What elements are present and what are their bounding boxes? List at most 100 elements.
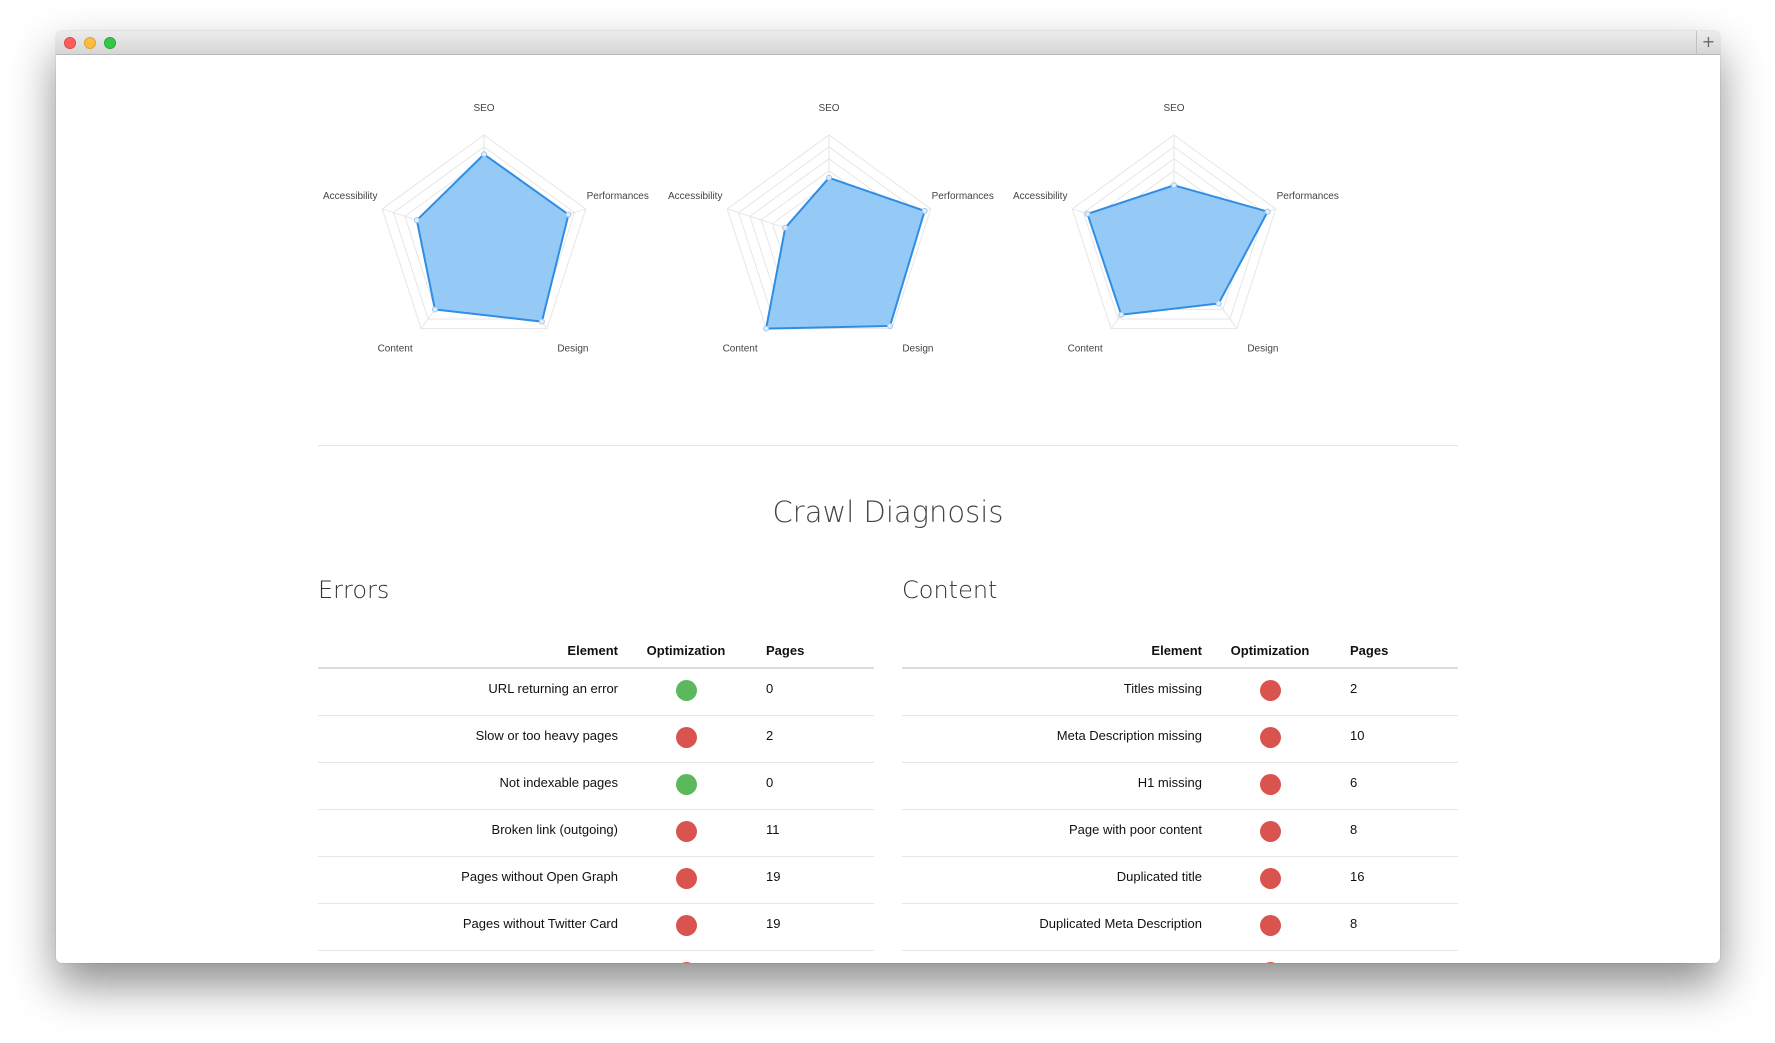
radar-axis-label: SEO: [818, 103, 839, 114]
content-table-body: Titles missing 2 Meta Description missing 1…: [902, 669, 1458, 963]
radar-data-point: [921, 207, 928, 214]
radar-axis-label: SEO: [473, 103, 494, 114]
close-window-button[interactable]: [64, 37, 76, 49]
row-pages: 8: [1336, 963, 1458, 964]
row-element: URL returning an error: [488, 680, 618, 696]
errors-table-body: URL returning an error 0 Slow or too heavy…: [318, 669, 874, 963]
radar-axis-label: SEO: [1163, 103, 1184, 114]
table-row: URL returning an error 0: [318, 669, 874, 716]
row-pages: 0: [766, 774, 774, 790]
radar-data-point: [887, 322, 894, 329]
row-pages: 96: [752, 963, 874, 964]
radar-data-point: [1084, 210, 1091, 217]
section-title: Crawl Diagnosis: [772, 495, 1004, 529]
row-element: Page with poor content: [1069, 821, 1202, 837]
radar-axis-label: Performances: [932, 191, 994, 202]
table-row: Duplicated title 16: [902, 857, 1458, 904]
radar-data-area: [415, 152, 570, 323]
row-pages: 16: [1350, 868, 1365, 884]
status-indicator: [1259, 680, 1281, 701]
radar-grid-ring: [381, 134, 587, 330]
radar-axis-label: Accessibility: [1013, 191, 1067, 202]
row-element: Duplicated h1: [902, 963, 1204, 964]
row-pages: 0: [766, 680, 774, 696]
row-pages: 2: [1350, 680, 1358, 696]
radar-data-point: [565, 211, 572, 218]
zoom-window-button[interactable]: [104, 37, 116, 49]
radar-axis-label: Accessibility: [323, 191, 377, 202]
radar-axis-label: Content: [378, 344, 413, 355]
row-element: Duplicated Meta Description: [1039, 915, 1202, 931]
table-row: Page with poor content 8: [902, 810, 1458, 857]
radar-grid-ring: [1082, 146, 1266, 320]
row-element: H1 missing: [1137, 774, 1202, 790]
status-indicator: [675, 821, 697, 842]
status-indicator: [1259, 821, 1281, 842]
errors-col-element: Element: [567, 642, 618, 658]
page-content: SEO Performances Design Content Accessibilit…: [56, 55, 1720, 963]
new-tab-button[interactable]: +: [1696, 31, 1720, 55]
row-optimization: [620, 680, 752, 704]
radar-data-point: [1171, 182, 1177, 189]
radar-grid-ring: [1071, 134, 1277, 330]
row-element: Pages without image description: [318, 963, 620, 964]
content-col-optimization: Optimization: [1230, 642, 1310, 658]
browser-window: + SEO Performances Design Content Accessibil…: [56, 31, 1720, 963]
title-bar: +: [56, 31, 1720, 55]
status-indicator: [1259, 915, 1281, 936]
table-row: Duplicated h1 8: [902, 951, 1458, 963]
row-optimization: [620, 915, 752, 939]
row-pages: 8: [1350, 915, 1358, 931]
row-optimization: [620, 962, 752, 963]
radar-axis-label: Performances: [1277, 191, 1339, 202]
row-pages: 19: [766, 915, 781, 931]
row-element: Pages without Twitter Card: [462, 915, 618, 931]
row-optimization: [1204, 962, 1336, 963]
content-heading: Content: [902, 576, 998, 604]
status-indicator: [675, 680, 697, 701]
table-row: Titles missing 2: [902, 669, 1458, 716]
table-row: Duplicated Meta Description 8: [902, 904, 1458, 951]
status-indicator: [1259, 727, 1281, 748]
status-indicator: [675, 915, 697, 936]
table-row: Not indexable pages 0: [318, 763, 874, 810]
section-divider: [318, 445, 1458, 446]
radar-charts-svg: SEO Performances Design Content Accessibilit…: [323, 103, 1339, 355]
row-optimization: [1204, 868, 1336, 892]
radar-data-point: [538, 318, 545, 325]
radar-data-point: [413, 217, 420, 224]
row-optimization: [620, 727, 752, 751]
row-optimization: [1204, 774, 1336, 798]
content-col-element: Element: [1151, 642, 1202, 658]
minimize-window-button[interactable]: [84, 37, 96, 49]
row-element: Pages without Open Graph: [461, 868, 618, 884]
radar-data-area: [1086, 184, 1270, 316]
table-row: H1 missing 6: [902, 763, 1458, 810]
errors-col-optimization: Optimization: [646, 642, 726, 658]
table-row: Pages without Twitter Card 19: [318, 904, 874, 951]
row-pages: 10: [1350, 727, 1365, 743]
row-element: Slow or too heavy pages: [475, 727, 618, 743]
radar-data-point: [1215, 300, 1222, 307]
row-optimization: [620, 821, 752, 845]
radar-axis-label: Content: [1068, 344, 1103, 355]
row-pages: 8: [1350, 821, 1358, 837]
row-pages: 2: [766, 727, 774, 743]
radar-axis-label: Content: [723, 344, 758, 355]
radar-grid-ring: [726, 134, 932, 330]
errors-col-pages: Pages: [766, 642, 805, 658]
radar-axis-label: Design: [557, 344, 588, 355]
row-element: Duplicated title: [1116, 868, 1202, 884]
radar-axis-label: Performances: [587, 191, 649, 202]
radar-data-point: [826, 174, 832, 181]
status-indicator: [675, 727, 697, 748]
errors-table-header: Element Optimization Pages: [318, 633, 874, 669]
radar-data-point: [431, 306, 438, 313]
row-pages: 6: [1350, 774, 1358, 790]
status-indicator: [675, 962, 697, 963]
radar-data-point: [782, 224, 789, 231]
row-element: Broken link (outgoing): [491, 821, 618, 837]
radar-axis-label: Design: [1247, 344, 1278, 355]
content-table-header: Element Optimization Pages: [902, 633, 1458, 669]
row-optimization: [620, 868, 752, 892]
